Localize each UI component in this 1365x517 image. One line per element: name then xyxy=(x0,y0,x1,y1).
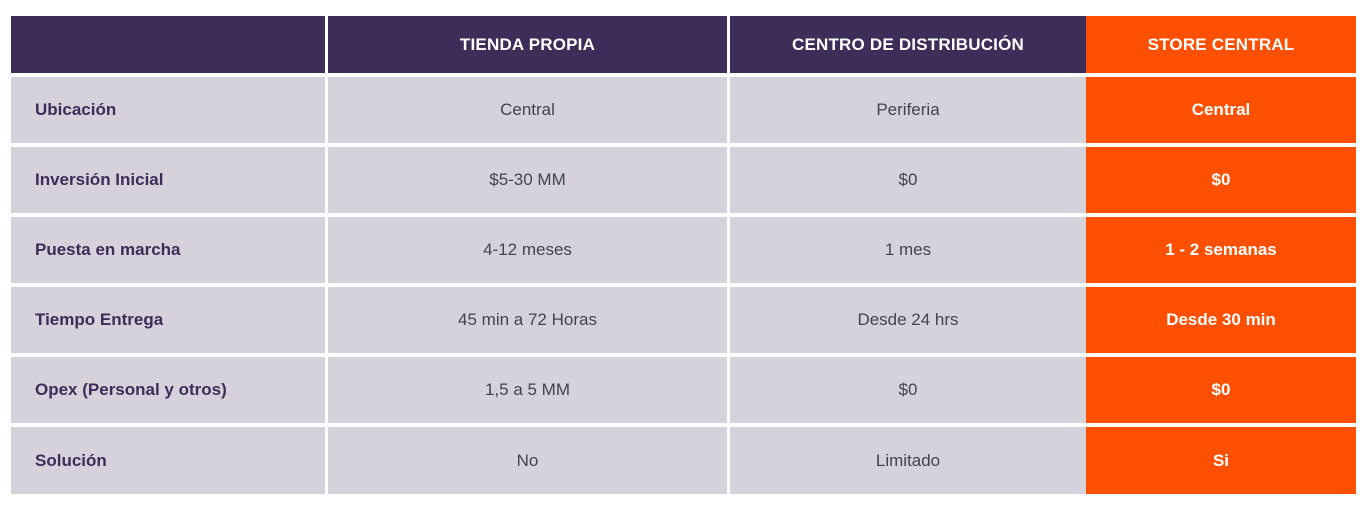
cell-tienda-propia: 4-12 meses xyxy=(328,217,727,283)
cell-tienda-propia: 45 min a 72 Horas xyxy=(328,287,727,353)
comparison-table: TIENDA PROPIA CENTRO DE DISTRIBUCIÓN STO… xyxy=(11,16,1356,494)
cell-tienda-propia: No xyxy=(328,427,727,494)
cell-centro-distribucion: $0 xyxy=(730,357,1086,423)
cell-centro-distribucion: 1 mes xyxy=(730,217,1086,283)
cell-store-central: 1 - 2 semanas xyxy=(1086,217,1356,283)
cell-store-central: Si xyxy=(1086,427,1356,494)
row-label-inversion: Inversión Inicial xyxy=(11,147,325,213)
cell-centro-distribucion: Limitado xyxy=(730,427,1086,494)
row-label-puesta-en-marcha: Puesta en marcha xyxy=(11,217,325,283)
header-store-central: STORE CENTRAL xyxy=(1086,16,1356,73)
header-empty xyxy=(11,16,325,73)
cell-centro-distribucion: Periferia xyxy=(730,77,1086,143)
row-label-tiempo-entrega: Tiempo Entrega xyxy=(11,287,325,353)
cell-centro-distribucion: Desde 24 hrs xyxy=(730,287,1086,353)
header-tienda-propia: TIENDA PROPIA xyxy=(328,16,727,73)
cell-tienda-propia: Central xyxy=(328,77,727,143)
cell-tienda-propia: 1,5 a 5 MM xyxy=(328,357,727,423)
row-label-opex: Opex (Personal y otros) xyxy=(11,357,325,423)
cell-store-central: $0 xyxy=(1086,147,1356,213)
cell-store-central: Desde 30 min xyxy=(1086,287,1356,353)
cell-store-central: $0 xyxy=(1086,357,1356,423)
row-label-ubicacion: Ubicación xyxy=(11,77,325,143)
cell-centro-distribucion: $0 xyxy=(730,147,1086,213)
header-centro-distribucion: CENTRO DE DISTRIBUCIÓN xyxy=(730,16,1086,73)
row-label-solucion: Solución xyxy=(11,427,325,494)
cell-store-central: Central xyxy=(1086,77,1356,143)
cell-tienda-propia: $5-30 MM xyxy=(328,147,727,213)
